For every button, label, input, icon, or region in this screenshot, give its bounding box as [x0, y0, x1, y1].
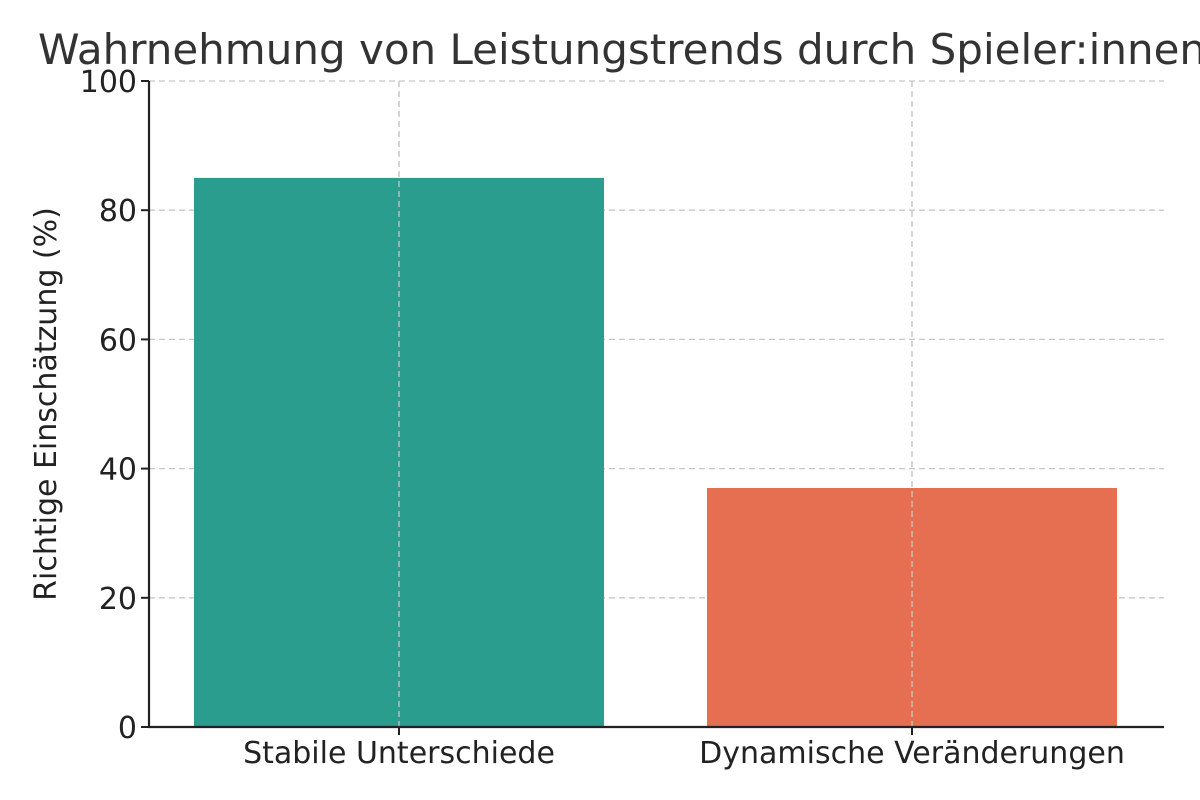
y-tick-label: 60 — [99, 323, 137, 358]
x-tick-label: Stabile Unterschiede — [243, 736, 555, 771]
y-tick-label: 0 — [118, 711, 137, 746]
bar-2 — [707, 487, 1117, 727]
y-axis-label: Richtige Einschätzung (%) — [29, 207, 64, 601]
axes — [147, 81, 1164, 729]
bars — [194, 81, 1117, 727]
y-tick-label: 100 — [80, 65, 137, 100]
y-tick-label: 20 — [99, 582, 137, 617]
y-tick-label: 80 — [99, 194, 137, 229]
chart-title: Wahrnehmung von Leistungstrends durch Sp… — [38, 25, 1200, 74]
y-tick-label: 40 — [99, 453, 137, 488]
x-tick-label: Dynamische Veränderungen — [699, 736, 1125, 771]
ticks: 0 20 40 60 80 100 Stabile Unterschiede Dynamisc… — [80, 65, 1125, 771]
